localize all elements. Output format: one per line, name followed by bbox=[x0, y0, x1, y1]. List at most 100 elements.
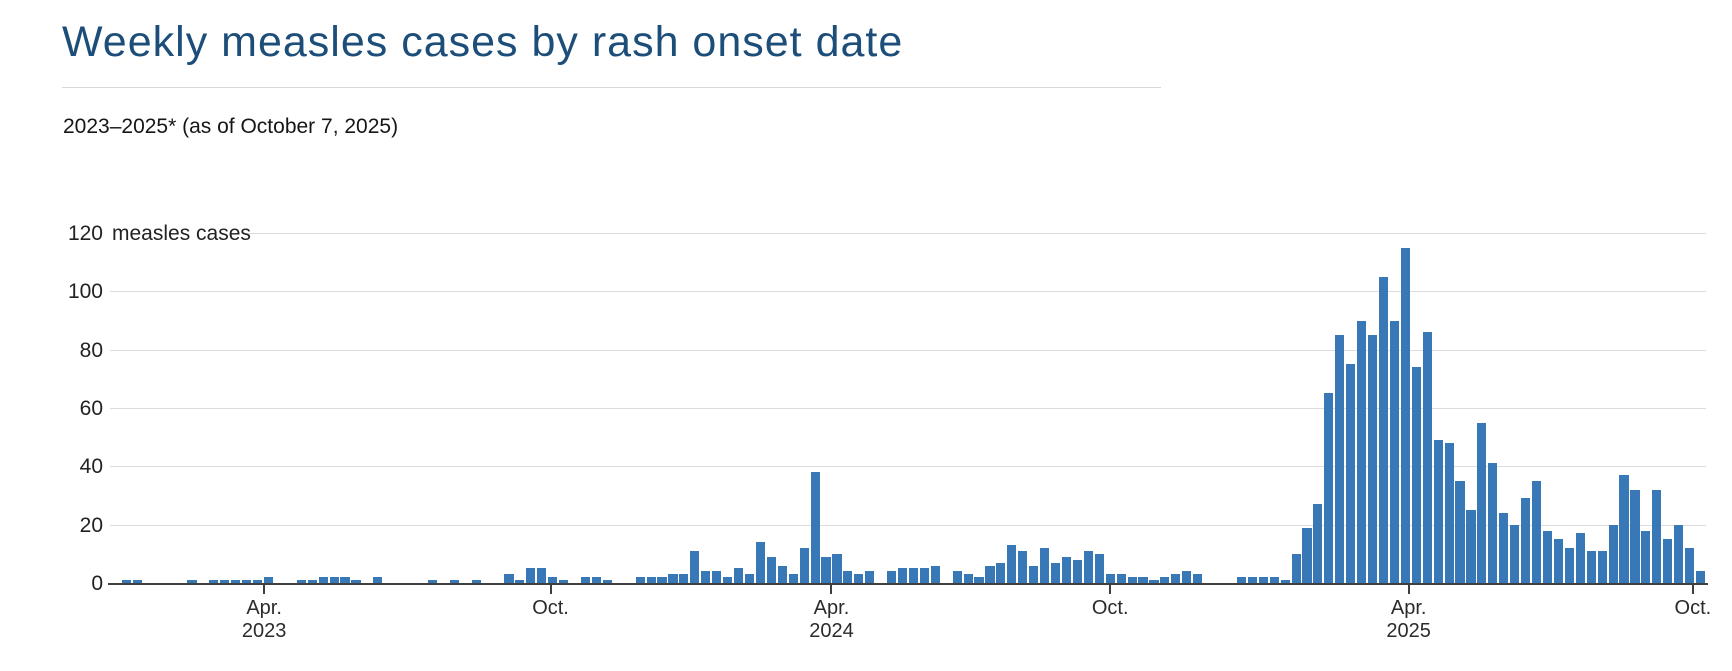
y-tick-label-80: 80 bbox=[79, 338, 103, 362]
bar-week-40 bbox=[548, 577, 558, 583]
bar-week-79 bbox=[974, 577, 984, 583]
bar-week-73 bbox=[908, 568, 919, 583]
bar-week-22 bbox=[351, 580, 361, 583]
bar-week-132 bbox=[1553, 539, 1563, 583]
bar-week-140 bbox=[1641, 530, 1651, 583]
x-tick-mark-4 bbox=[1407, 585, 1410, 594]
bar-week-91 bbox=[1105, 574, 1115, 583]
bar-week-92 bbox=[1116, 574, 1126, 583]
bar-week-128 bbox=[1510, 524, 1520, 583]
bar-week-85 bbox=[1040, 548, 1050, 583]
bar-week-108 bbox=[1291, 553, 1301, 583]
bar-week-117 bbox=[1389, 320, 1399, 583]
bar-week-68 bbox=[854, 574, 864, 583]
bar-week-94 bbox=[1138, 577, 1148, 583]
chart-subtitle: 2023–2025* (as of October 7, 2025) bbox=[63, 115, 399, 138]
bar-week-2 bbox=[132, 580, 142, 583]
y-tick-label-0: 0 bbox=[91, 572, 103, 595]
gridline-100 bbox=[110, 291, 1706, 293]
bar-week-72 bbox=[897, 568, 908, 583]
bar-week-31 bbox=[449, 580, 459, 583]
bar-week-118 bbox=[1400, 247, 1410, 583]
bar-week-112 bbox=[1335, 335, 1345, 583]
bar-week-53 bbox=[690, 550, 700, 583]
y-axis-unit-label: measles cases bbox=[112, 222, 251, 245]
bar-week-133 bbox=[1564, 548, 1574, 583]
bar-week-37 bbox=[515, 580, 525, 583]
bar-week-145 bbox=[1695, 571, 1706, 583]
x-tick-mark-5 bbox=[1691, 585, 1694, 594]
bar-week-43 bbox=[580, 577, 591, 583]
bar-week-135 bbox=[1586, 550, 1596, 583]
bar-week-129 bbox=[1521, 498, 1531, 583]
bar-week-110 bbox=[1313, 504, 1323, 583]
bar-week-38 bbox=[526, 568, 536, 583]
bar-week-95 bbox=[1149, 580, 1159, 583]
x-tick-mark-2 bbox=[830, 585, 833, 594]
bar-week-130 bbox=[1531, 480, 1542, 583]
bar-week-58 bbox=[744, 574, 755, 583]
bar-week-48 bbox=[635, 577, 645, 583]
bar-week-123 bbox=[1455, 480, 1465, 583]
bar-week-144 bbox=[1685, 548, 1695, 583]
bar-week-14 bbox=[263, 577, 274, 583]
y-tick-label-120: 120 bbox=[67, 222, 103, 245]
bar-week-60 bbox=[766, 556, 776, 583]
bar-week-10 bbox=[220, 580, 230, 583]
bar-week-59 bbox=[755, 542, 765, 583]
bar-week-45 bbox=[602, 580, 612, 583]
bar-week-11 bbox=[231, 580, 241, 583]
bar-week-55 bbox=[712, 571, 722, 583]
y-tick-label-60: 60 bbox=[79, 397, 103, 420]
bar-week-127 bbox=[1499, 513, 1509, 583]
bar-week-75 bbox=[930, 565, 940, 583]
bar-week-84 bbox=[1029, 565, 1039, 583]
bar-week-142 bbox=[1663, 539, 1673, 583]
bar-week-12 bbox=[242, 580, 252, 583]
y-tick-label-20: 20 bbox=[79, 513, 103, 537]
bar-week-52 bbox=[679, 574, 689, 583]
bar-week-97 bbox=[1171, 574, 1181, 583]
bar-week-88 bbox=[1072, 559, 1082, 583]
gridline-120 bbox=[243, 233, 1706, 234]
bar-week-83 bbox=[1018, 550, 1028, 583]
bar-week-56 bbox=[723, 577, 733, 583]
bar-week-96 bbox=[1160, 577, 1170, 583]
bar-week-41 bbox=[559, 580, 569, 583]
bar-week-131 bbox=[1542, 530, 1553, 583]
bar-week-115 bbox=[1368, 335, 1378, 583]
bar-week-116 bbox=[1378, 276, 1389, 583]
bar-week-36 bbox=[504, 574, 514, 583]
bar-week-20 bbox=[329, 577, 339, 583]
gridline-20 bbox=[110, 524, 1706, 526]
bar-week-124 bbox=[1466, 510, 1476, 583]
bar-week-29 bbox=[427, 580, 438, 583]
bar-week-139 bbox=[1630, 489, 1640, 583]
bar-week-136 bbox=[1597, 550, 1607, 583]
bar-week-109 bbox=[1302, 527, 1312, 583]
bar-week-50 bbox=[657, 577, 667, 583]
bar-week-89 bbox=[1083, 550, 1093, 583]
bar-week-114 bbox=[1357, 320, 1367, 583]
bar-week-90 bbox=[1094, 553, 1104, 583]
x-tick-label-0: Apr. 2023 bbox=[241, 597, 287, 642]
bar-week-121 bbox=[1433, 440, 1443, 583]
bar-week-122 bbox=[1444, 443, 1454, 583]
bar-week-104 bbox=[1247, 577, 1257, 583]
bar-week-143 bbox=[1674, 524, 1684, 583]
bar-week-107 bbox=[1280, 580, 1290, 583]
x-tick-label-4: Apr. 2025 bbox=[1386, 597, 1431, 642]
bar-week-66 bbox=[832, 553, 842, 583]
bar-week-138 bbox=[1619, 475, 1629, 583]
bar-week-1 bbox=[121, 580, 131, 583]
bar-week-67 bbox=[843, 571, 853, 583]
bar-week-62 bbox=[788, 574, 798, 583]
bar-week-134 bbox=[1575, 533, 1585, 583]
y-tick-label-100: 100 bbox=[67, 280, 103, 304]
bar-week-105 bbox=[1258, 577, 1268, 583]
x-tick-label-5: Oct. bbox=[1674, 597, 1712, 619]
bar-week-78 bbox=[963, 574, 973, 583]
gridline-60 bbox=[110, 408, 1706, 409]
bar-week-82 bbox=[1007, 545, 1017, 583]
bar-week-19 bbox=[318, 577, 328, 583]
